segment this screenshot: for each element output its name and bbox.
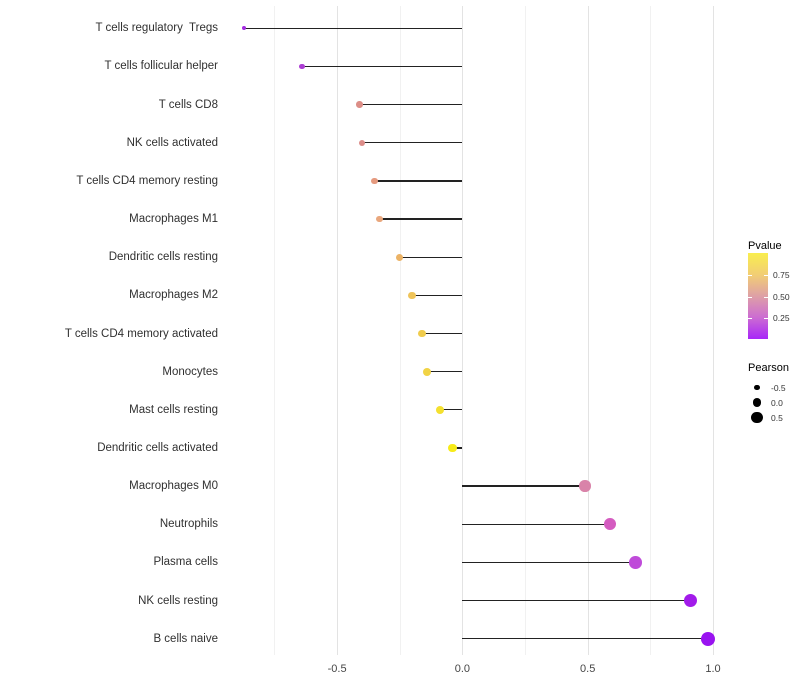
x-axis-tick-label: 0.0 [454,663,471,675]
lollipop-dot [376,215,384,223]
pearson-size-dot [754,384,760,391]
gridline-major [713,6,714,655]
gridline-minor [650,6,652,655]
row-label: Macrophages M2 [129,289,218,302]
lollipop-dot [408,291,417,300]
x-axis-tick-label: 1.0 [705,663,721,675]
colorbar-tick [764,296,768,298]
lollipop-stem [374,180,463,182]
lollipop-dot [396,253,404,261]
lollipop-stem [412,294,463,296]
pvalue-colorbar [748,253,768,339]
pearson-size-dot [751,411,763,424]
lollipop-stem [462,638,708,640]
pearson-size-dot [752,398,762,407]
colorbar-tick [748,318,752,319]
pearson-size-label: 0.5 [771,412,783,423]
row-label: T cells follicular helper [104,60,218,73]
x-axis-tick-label: 0.5 [580,663,596,675]
row-label: Macrophages M1 [129,213,218,226]
lollipop-stem [362,142,463,144]
lollipop-dot [356,101,363,108]
x-axis-tick-label: -0.5 [327,663,347,675]
lollipop-stem [462,523,611,525]
lollipop-dot [448,443,457,453]
colorbar-tick-label: 0.25 [773,313,790,323]
lollipop-dot [629,556,642,569]
pearson-legend-title: Pearson [748,362,789,374]
lollipop-stem [359,103,463,106]
row-label: Monocytes [162,365,218,378]
colorbar-tick [748,296,752,298]
lollipop-stem [427,371,463,373]
row-label: Dendritic cells resting [108,251,218,264]
gridline-minor [525,6,527,655]
row-label: NK cells activated [126,136,218,149]
colorbar-tick [764,275,768,276]
row-label: Neutrophils [159,518,218,531]
lollipop-dot [579,480,591,492]
row-label: T cells CD4 memory resting [76,174,218,187]
lollipop-stem [422,332,463,335]
row-label: Plasma cells [153,556,218,569]
pvalue-legend-title: Pvalue [748,240,782,252]
lollipop-stem [399,256,463,258]
colorbar-tick [764,318,768,319]
lollipop-dot [683,593,698,608]
gridline-minor [274,6,276,655]
row-label: B cells naive [153,632,218,645]
lollipop-dot [423,367,432,376]
row-label: NK cells resting [138,594,218,607]
lollipop-dot [242,26,247,31]
row-label: T cells CD8 [158,98,218,111]
lollipop-stem [379,218,463,220]
pearson-size-label: -0.5 [771,382,786,393]
lollipop-stem [462,599,691,602]
lollipop-dot [435,405,444,414]
lollipop-stem [462,485,586,487]
lollipop-dot [371,177,379,185]
row-label: Macrophages M0 [129,480,218,493]
lollipop-stem [439,409,463,411]
row-label: T cells regulatory Tregs [95,22,218,35]
colorbar-tick [748,275,752,276]
gridline-major [337,6,339,655]
gridline-minor [399,6,401,655]
lollipop-dot [418,329,427,338]
lollipop-dot [604,518,617,531]
row-label: Dendritic cells activated [97,441,218,454]
gridline-major [587,6,589,655]
lollipop-dot [700,631,716,646]
pearson-size-label: 0.0 [771,397,783,408]
lollipop-stem [462,561,636,564]
lollipop-dot [358,139,366,146]
row-label: Mast cells resting [129,403,218,416]
row-label: T cells CD4 memory activated [64,327,218,340]
lollipop-dot [299,63,305,70]
lollipop-stem [302,65,463,68]
colorbar-tick-label: 0.75 [773,270,790,280]
colorbar-tick-label: 0.50 [773,291,790,302]
lollipop-stem [244,27,463,29]
lollipop-stem [452,447,463,449]
gridline-major [462,6,464,655]
